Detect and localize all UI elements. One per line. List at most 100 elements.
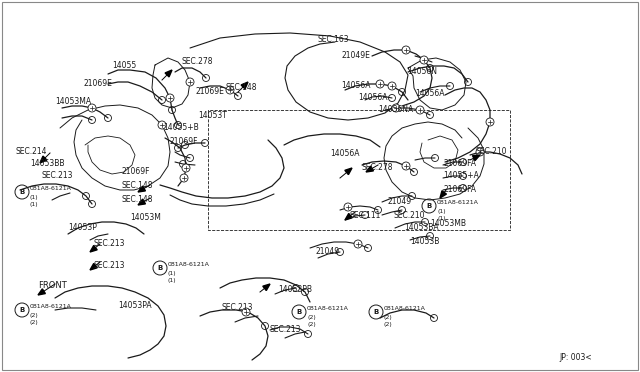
Text: SEC.278: SEC.278 — [182, 58, 214, 67]
Text: SEC.210: SEC.210 — [393, 211, 424, 219]
Circle shape — [416, 106, 424, 114]
Text: 14056A: 14056A — [330, 150, 360, 158]
Polygon shape — [440, 191, 447, 198]
Text: B: B — [19, 307, 24, 313]
Text: 14056A: 14056A — [341, 81, 371, 90]
Text: 14053P: 14053P — [68, 224, 97, 232]
Polygon shape — [472, 155, 480, 161]
Text: B: B — [426, 203, 431, 209]
Text: 14053BB: 14053BB — [30, 158, 65, 167]
Polygon shape — [38, 289, 45, 295]
Text: 081A8-6121A: 081A8-6121A — [437, 199, 479, 205]
Polygon shape — [90, 263, 97, 270]
Text: SEC.148: SEC.148 — [226, 83, 257, 93]
Text: SEC.163: SEC.163 — [318, 35, 349, 45]
Text: 081A8-6121A: 081A8-6121A — [384, 305, 426, 311]
Text: 14056A: 14056A — [358, 93, 387, 103]
Text: SEC.213: SEC.213 — [42, 170, 74, 180]
Circle shape — [354, 240, 362, 248]
Text: SEC.148: SEC.148 — [122, 196, 154, 205]
Circle shape — [186, 78, 194, 86]
Circle shape — [476, 148, 484, 156]
Circle shape — [420, 56, 428, 64]
Circle shape — [376, 80, 384, 88]
Text: 14053MA: 14053MA — [55, 97, 91, 106]
Circle shape — [392, 104, 400, 112]
Text: SEC.278: SEC.278 — [361, 164, 392, 173]
Text: 21069FA: 21069FA — [443, 185, 476, 193]
Polygon shape — [90, 246, 97, 252]
Text: SEC.148: SEC.148 — [122, 180, 154, 189]
Circle shape — [88, 104, 96, 112]
Text: 081A8-6121A: 081A8-6121A — [30, 304, 72, 308]
Text: (1): (1) — [168, 278, 177, 283]
Circle shape — [242, 308, 250, 316]
Text: 081A8-6121A: 081A8-6121A — [30, 186, 72, 190]
Text: (1): (1) — [437, 216, 445, 221]
Circle shape — [158, 121, 166, 129]
Text: B: B — [296, 309, 301, 315]
Text: 14053PB: 14053PB — [278, 285, 312, 295]
Text: 14055: 14055 — [112, 61, 136, 71]
Text: 081A8-6121A: 081A8-6121A — [168, 262, 210, 266]
Text: SEC.210: SEC.210 — [476, 148, 508, 157]
Text: FRONT: FRONT — [38, 280, 67, 289]
Text: B: B — [157, 265, 163, 271]
Text: 21069F: 21069F — [170, 138, 198, 147]
Text: B: B — [19, 189, 24, 195]
Text: 14055+A: 14055+A — [443, 171, 479, 180]
Text: JP: 003<: JP: 003< — [559, 353, 591, 362]
Circle shape — [402, 46, 410, 54]
Text: (1): (1) — [168, 270, 177, 276]
Text: 081A8-6121A: 081A8-6121A — [307, 305, 349, 311]
Polygon shape — [241, 82, 248, 89]
Text: SEC.213: SEC.213 — [222, 304, 253, 312]
Text: (1): (1) — [437, 208, 445, 214]
Text: SEC.213: SEC.213 — [94, 238, 125, 247]
Circle shape — [226, 86, 234, 94]
Polygon shape — [263, 284, 270, 291]
Text: SEC.111: SEC.111 — [349, 212, 380, 221]
Text: SEC.213: SEC.213 — [94, 262, 125, 270]
Text: (1): (1) — [30, 195, 38, 199]
Text: 14053MB: 14053MB — [430, 219, 466, 228]
Polygon shape — [165, 70, 172, 77]
Text: (2): (2) — [30, 320, 39, 325]
Text: B: B — [373, 309, 379, 315]
Polygon shape — [345, 214, 352, 220]
Text: (2): (2) — [384, 322, 393, 327]
Polygon shape — [138, 199, 145, 205]
Circle shape — [182, 164, 190, 172]
Text: 21069F: 21069F — [122, 167, 150, 176]
Text: 14056N: 14056N — [407, 67, 437, 77]
Text: 21049E: 21049E — [342, 51, 371, 61]
Circle shape — [344, 203, 352, 211]
Text: 21069FA: 21069FA — [443, 160, 476, 169]
Circle shape — [388, 82, 396, 90]
Text: 21069E: 21069E — [196, 87, 225, 96]
Circle shape — [402, 162, 410, 170]
Circle shape — [486, 118, 494, 126]
Text: 14056NA: 14056NA — [378, 106, 413, 115]
Text: 14053M: 14053M — [130, 214, 161, 222]
Text: (2): (2) — [307, 322, 316, 327]
Text: 14053B: 14053B — [410, 237, 440, 246]
Text: 14053T: 14053T — [198, 112, 227, 121]
Polygon shape — [138, 186, 145, 192]
Circle shape — [166, 94, 174, 102]
Text: 14053PA: 14053PA — [118, 301, 152, 310]
Text: 21069E: 21069E — [84, 80, 113, 89]
Polygon shape — [345, 168, 352, 174]
Polygon shape — [40, 156, 47, 163]
Text: 21049: 21049 — [388, 198, 412, 206]
Text: (2): (2) — [30, 312, 39, 317]
Text: 14056A: 14056A — [415, 90, 445, 99]
Text: 14053BA: 14053BA — [404, 224, 438, 232]
Text: 14055+B: 14055+B — [163, 124, 199, 132]
Text: (2): (2) — [307, 314, 316, 320]
Text: SEC.213: SEC.213 — [270, 326, 301, 334]
Text: 21049: 21049 — [315, 247, 339, 257]
Circle shape — [180, 174, 188, 182]
Text: (1): (1) — [30, 202, 38, 207]
Text: SEC.214: SEC.214 — [15, 148, 47, 157]
